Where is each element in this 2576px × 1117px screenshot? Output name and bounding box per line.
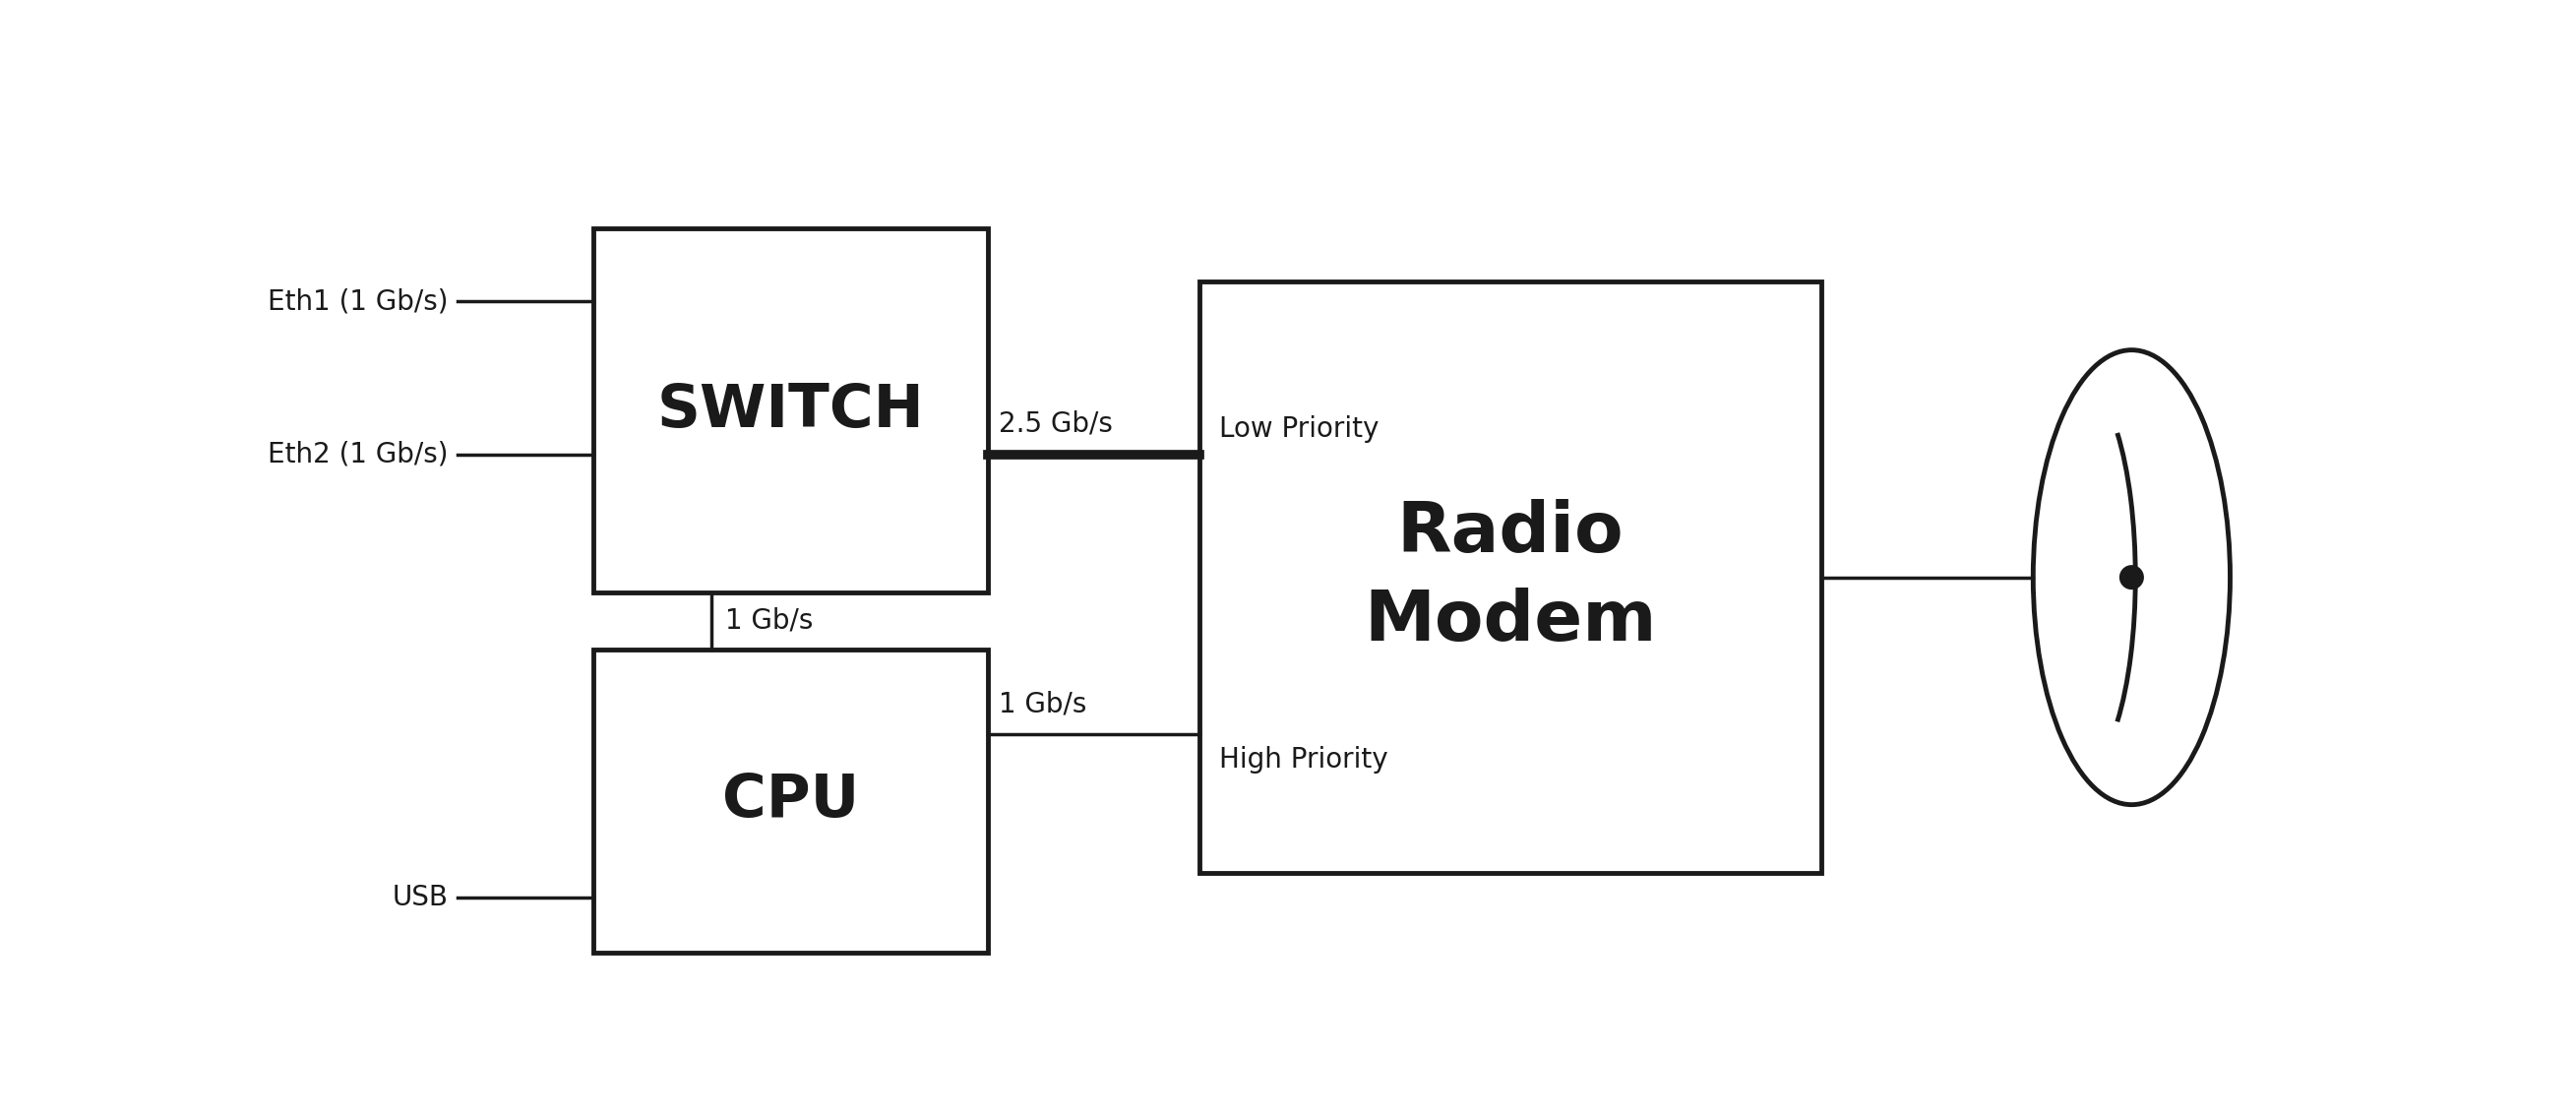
Bar	[592, 649, 987, 953]
Text: USB: USB	[392, 885, 448, 911]
Text: SWITCH: SWITCH	[657, 382, 925, 440]
Text: 1 Gb/s: 1 Gb/s	[726, 608, 814, 634]
Ellipse shape	[2032, 350, 2231, 804]
Text: Eth2 (1 Gb/s): Eth2 (1 Gb/s)	[268, 440, 448, 468]
Text: Radio
Modem: Radio Modem	[1365, 499, 1656, 656]
Text: High Priority: High Priority	[1218, 745, 1388, 773]
Text: 2.5 Gb/s: 2.5 Gb/s	[999, 410, 1113, 438]
Text: CPU: CPU	[721, 772, 860, 830]
Circle shape	[2120, 566, 2143, 588]
Bar	[592, 229, 987, 592]
Text: 1 Gb/s: 1 Gb/s	[999, 690, 1087, 717]
Bar	[1200, 281, 1821, 872]
Text: Eth1 (1 Gb/s): Eth1 (1 Gb/s)	[268, 288, 448, 315]
Text: Low Priority: Low Priority	[1218, 416, 1378, 443]
